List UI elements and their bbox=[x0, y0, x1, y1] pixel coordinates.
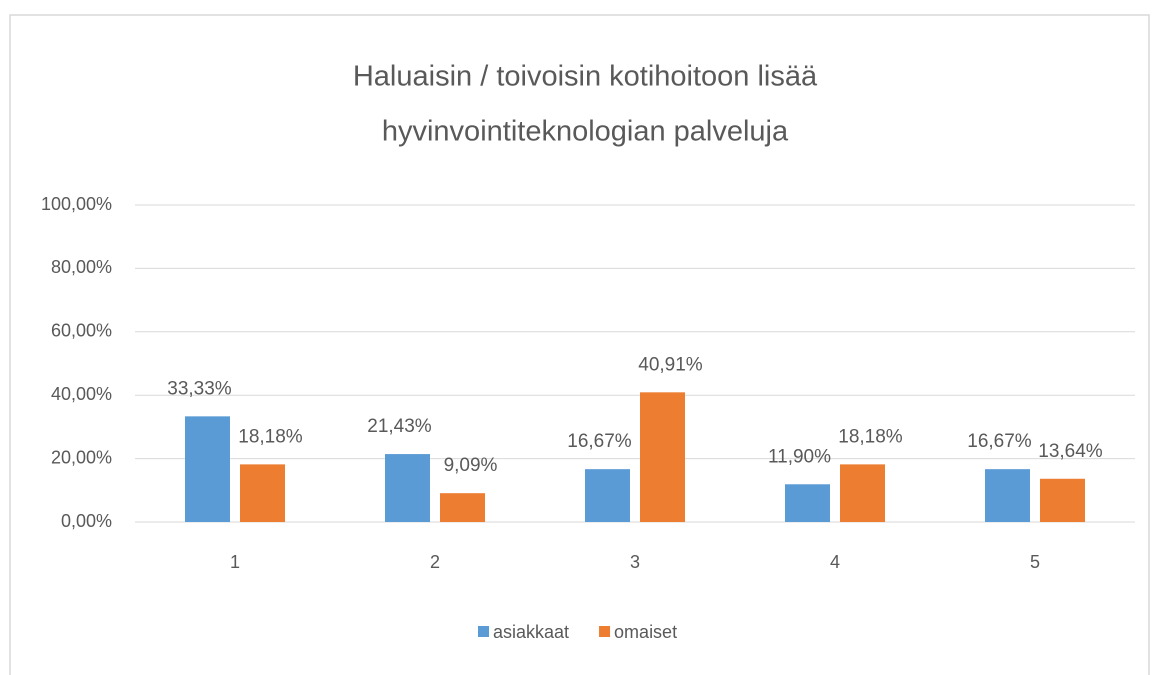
data-label: 21,43% bbox=[367, 416, 432, 437]
bar bbox=[585, 469, 630, 522]
chart-title: Haluaisin / toivoisin kotihoitoon lisää bbox=[353, 61, 818, 93]
bar bbox=[785, 484, 830, 522]
bar bbox=[240, 464, 285, 522]
data-label: 18,18% bbox=[238, 426, 303, 447]
legend-swatch bbox=[599, 626, 611, 637]
legend-swatch bbox=[478, 626, 489, 637]
bar bbox=[385, 454, 430, 522]
data-label: 13,64% bbox=[1038, 441, 1103, 462]
y-tick-label: 80,00% bbox=[51, 257, 112, 277]
data-label: 11,90% bbox=[768, 446, 831, 467]
y-tick-label: 100,00% bbox=[41, 194, 112, 214]
y-tick-label: 20,00% bbox=[51, 447, 112, 467]
chart-title: hyvinvointiteknologian palveluja bbox=[382, 116, 789, 148]
bar bbox=[985, 469, 1030, 522]
y-tick-label: 60,00% bbox=[51, 321, 112, 341]
legend-label: omaiset bbox=[614, 622, 677, 642]
x-tick-label: 5 bbox=[1030, 552, 1040, 572]
data-label: 40,91% bbox=[638, 354, 703, 375]
x-tick-label: 4 bbox=[830, 552, 840, 572]
data-label: 9,09% bbox=[444, 455, 498, 476]
y-tick-label: 40,00% bbox=[51, 384, 112, 404]
data-label: 16,67% bbox=[567, 431, 632, 452]
bar bbox=[840, 464, 885, 522]
bar bbox=[440, 493, 485, 522]
legend-label: asiakkaat bbox=[493, 622, 569, 642]
data-label: 33,33% bbox=[167, 378, 232, 399]
x-tick-label: 2 bbox=[430, 552, 440, 572]
y-tick-label: 0,00% bbox=[61, 511, 112, 531]
bar bbox=[1040, 478, 1085, 522]
data-label: 18,18% bbox=[838, 426, 903, 447]
bar bbox=[185, 416, 230, 522]
data-label: 16,67% bbox=[967, 431, 1032, 452]
bar bbox=[640, 392, 685, 522]
x-tick-label: 3 bbox=[630, 552, 640, 572]
chart-frame bbox=[9, 14, 1150, 675]
x-tick-label: 1 bbox=[230, 552, 240, 572]
